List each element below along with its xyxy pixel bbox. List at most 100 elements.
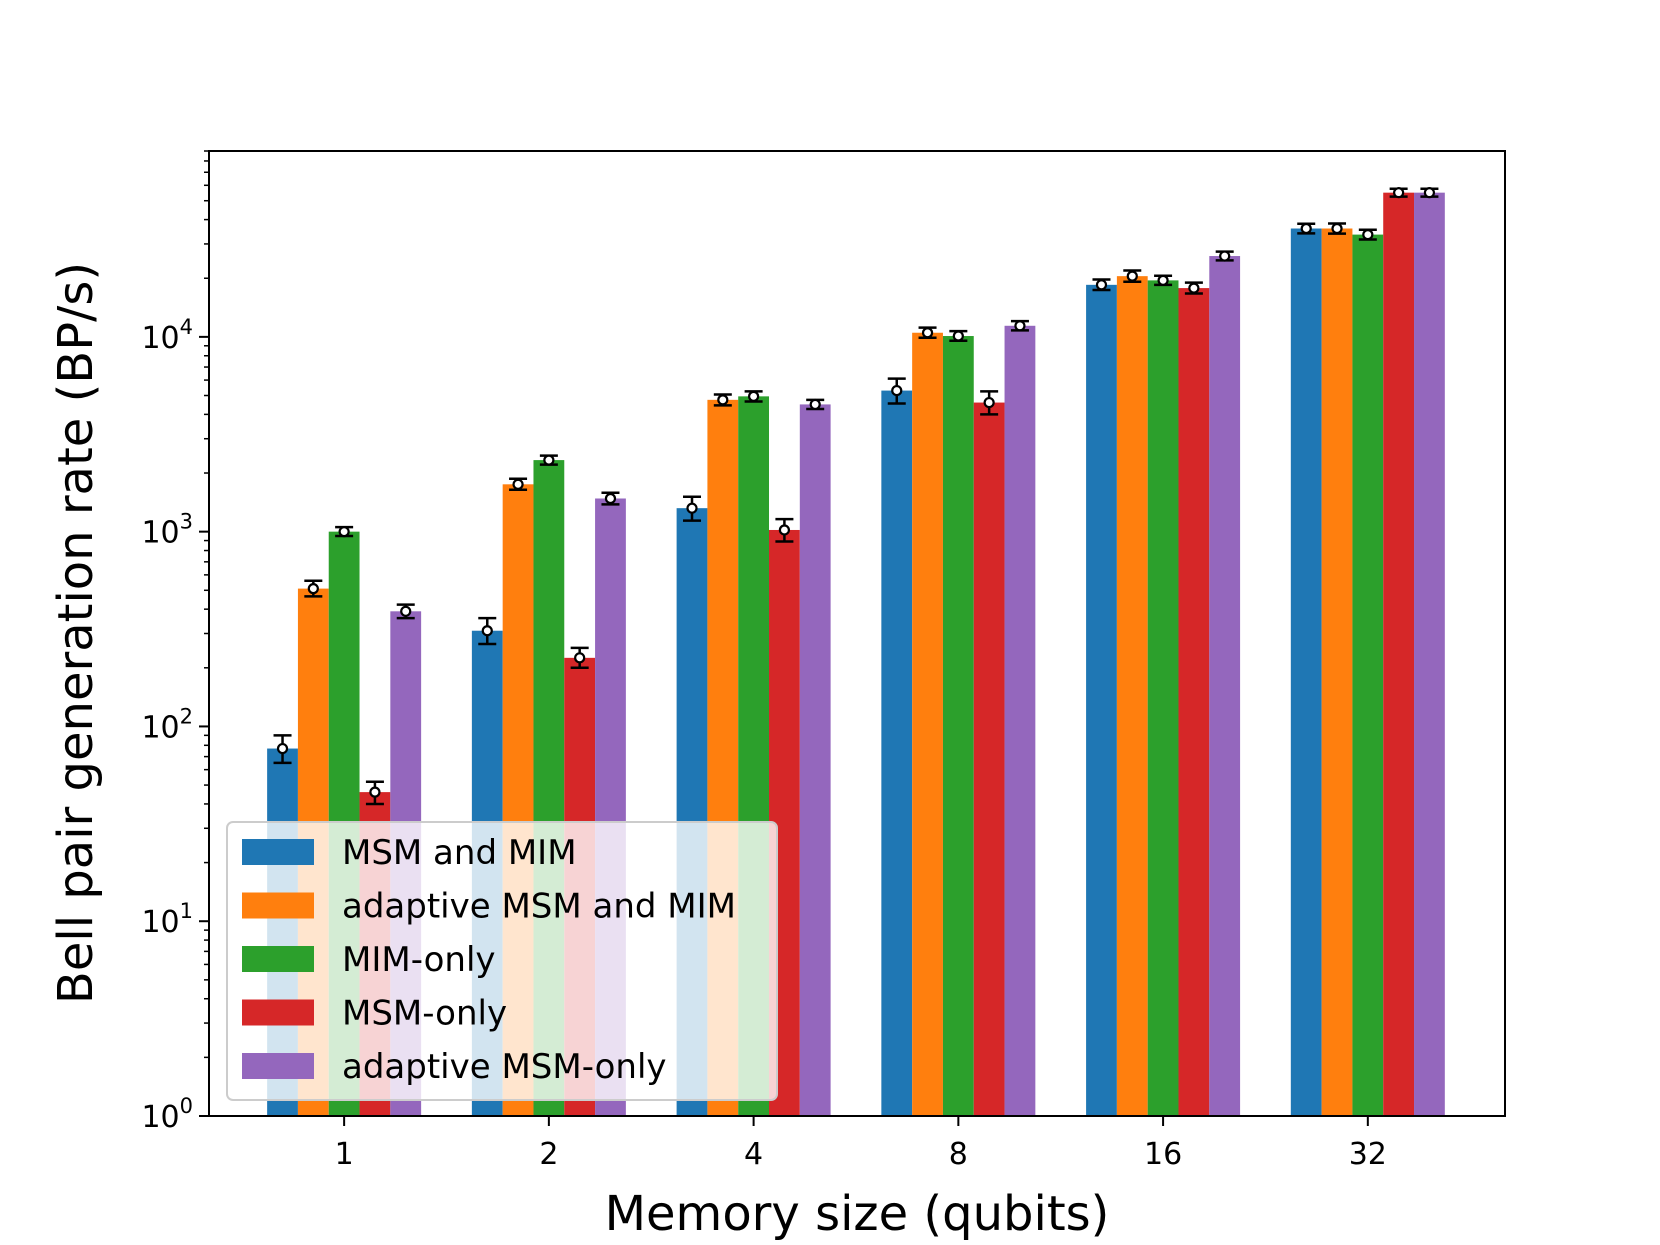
legend-label: MSM-only (342, 994, 507, 1034)
legend-item: MSM-only (242, 994, 507, 1034)
bar (1414, 192, 1445, 1116)
mean-marker (1219, 250, 1231, 262)
mean-marker (1300, 222, 1312, 235)
error-bar (1184, 281, 1203, 295)
mean-marker (307, 583, 319, 595)
bar (1321, 228, 1353, 1116)
legend-item: MSM and MIM (242, 833, 577, 873)
mean-marker (1393, 187, 1405, 199)
x-tick-label: 8 (949, 1137, 968, 1172)
legend-item: MIM-only (242, 940, 496, 980)
mean-marker (604, 492, 617, 505)
legend-swatch (242, 839, 314, 865)
error-bar (539, 454, 558, 466)
error-bar (365, 780, 384, 806)
bar (1290, 228, 1322, 1116)
mean-marker (574, 652, 586, 664)
error-bar (1358, 228, 1377, 241)
error-bar (683, 495, 702, 522)
mean-marker (1095, 279, 1108, 291)
y-tick-label: 100 (141, 1094, 193, 1135)
y-tick-label: 102 (141, 704, 193, 745)
mean-marker (1126, 270, 1138, 282)
legend-swatch (242, 1053, 314, 1079)
y-tick-label: 103 (141, 510, 193, 551)
mean-marker (809, 398, 821, 411)
mean-marker (1362, 229, 1374, 241)
error-bar (806, 398, 825, 411)
error-bar (918, 326, 937, 339)
error-bar (273, 734, 292, 765)
x-axis: 1 2 4 8 16 32 (335, 1116, 1387, 1172)
mean-marker (778, 524, 791, 536)
legend-box (226, 821, 778, 1101)
legend-label: MSM and MIM (342, 833, 577, 873)
x-axis-title: Memory size (qubits) (605, 1186, 1110, 1242)
bar (1209, 256, 1241, 1116)
bar (881, 390, 913, 1117)
x-tick-label: 32 (1349, 1137, 1387, 1172)
mean-marker (1423, 187, 1436, 199)
error-bar (1154, 274, 1173, 287)
error-bar (713, 393, 732, 407)
y-axis: 100 101 102 103 104 (141, 150, 209, 1135)
bar (912, 332, 943, 1116)
mean-marker (686, 502, 698, 514)
error-bar (744, 390, 763, 403)
error-bar (949, 329, 968, 343)
legend-swatch (242, 946, 314, 972)
legend: MSM and MIM adaptive MSM and MIM MIM-only M… (226, 821, 778, 1101)
mean-marker (1014, 320, 1026, 332)
mean-marker (400, 605, 412, 617)
bar (1004, 325, 1036, 1116)
error-bar (1215, 250, 1234, 262)
error-bar (775, 517, 794, 543)
bar (1383, 192, 1415, 1116)
mean-marker (952, 330, 964, 342)
error-bar (304, 579, 323, 598)
error-bar (478, 616, 497, 646)
mean-marker (481, 625, 493, 637)
bar (1116, 276, 1148, 1116)
mean-marker (369, 786, 381, 798)
legend-label: adaptive MSM and MIM (342, 887, 736, 927)
error-bar (1092, 278, 1111, 292)
mean-marker (983, 396, 995, 409)
legend-item: adaptive MSM-only (242, 1047, 667, 1087)
x-tick-label: 1 (335, 1137, 354, 1172)
bar (973, 402, 1005, 1116)
error-bars-layer (273, 187, 1439, 806)
mean-marker (1331, 222, 1343, 235)
x-tick-label: 4 (744, 1137, 763, 1172)
x-tick-label: 2 (539, 1137, 558, 1172)
legend-swatch (242, 999, 314, 1026)
legend-label: adaptive MSM-only (342, 1047, 667, 1087)
error-bar (570, 646, 589, 670)
bar (1178, 288, 1210, 1117)
error-bar (1123, 269, 1142, 283)
mean-marker (338, 526, 350, 538)
y-tick-label: 101 (141, 899, 193, 940)
mean-marker (276, 742, 289, 755)
error-bar (887, 377, 906, 405)
mean-marker (1188, 282, 1200, 294)
legend-swatch (242, 892, 314, 919)
mean-marker (717, 394, 729, 406)
error-bar (509, 477, 528, 492)
mean-marker (512, 478, 524, 490)
error-bar (980, 390, 999, 416)
error-bar (1420, 187, 1439, 199)
error-bar (1389, 187, 1408, 199)
x-tick-label: 16 (1144, 1137, 1182, 1172)
mean-marker (921, 327, 934, 339)
mean-marker (543, 454, 555, 466)
bar (799, 404, 831, 1116)
mean-marker (891, 384, 903, 397)
bar (1086, 284, 1117, 1117)
y-axis-title: Bell pair generation rate (BP/s) (48, 262, 104, 1004)
bar (942, 336, 974, 1116)
legend-label: MIM-only (342, 940, 496, 980)
bar (1147, 280, 1179, 1116)
error-bar (601, 491, 620, 506)
